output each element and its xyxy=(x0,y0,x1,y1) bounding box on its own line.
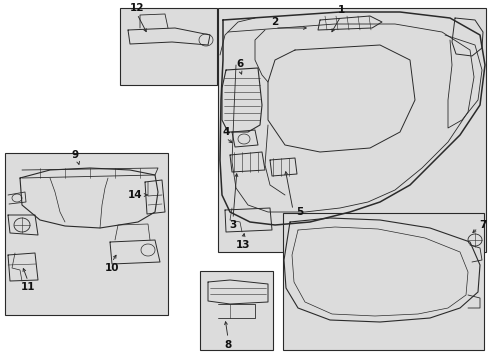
Bar xyxy=(120,8,217,85)
Text: 7: 7 xyxy=(478,220,486,230)
Text: 5: 5 xyxy=(296,207,303,217)
Text: 1: 1 xyxy=(337,5,344,15)
Text: 4: 4 xyxy=(222,127,229,137)
Bar xyxy=(5,153,168,315)
Text: 12: 12 xyxy=(129,3,144,13)
Text: 2: 2 xyxy=(271,17,278,27)
Bar xyxy=(218,8,485,252)
Text: 6: 6 xyxy=(236,59,243,69)
Text: 11: 11 xyxy=(20,282,35,292)
Text: 14: 14 xyxy=(127,190,142,200)
Text: 13: 13 xyxy=(235,240,250,250)
Text: 3: 3 xyxy=(229,220,236,230)
Text: 10: 10 xyxy=(104,263,119,273)
Text: 9: 9 xyxy=(71,150,79,160)
Bar xyxy=(200,271,272,350)
Text: 8: 8 xyxy=(224,340,231,350)
Bar xyxy=(283,213,483,350)
